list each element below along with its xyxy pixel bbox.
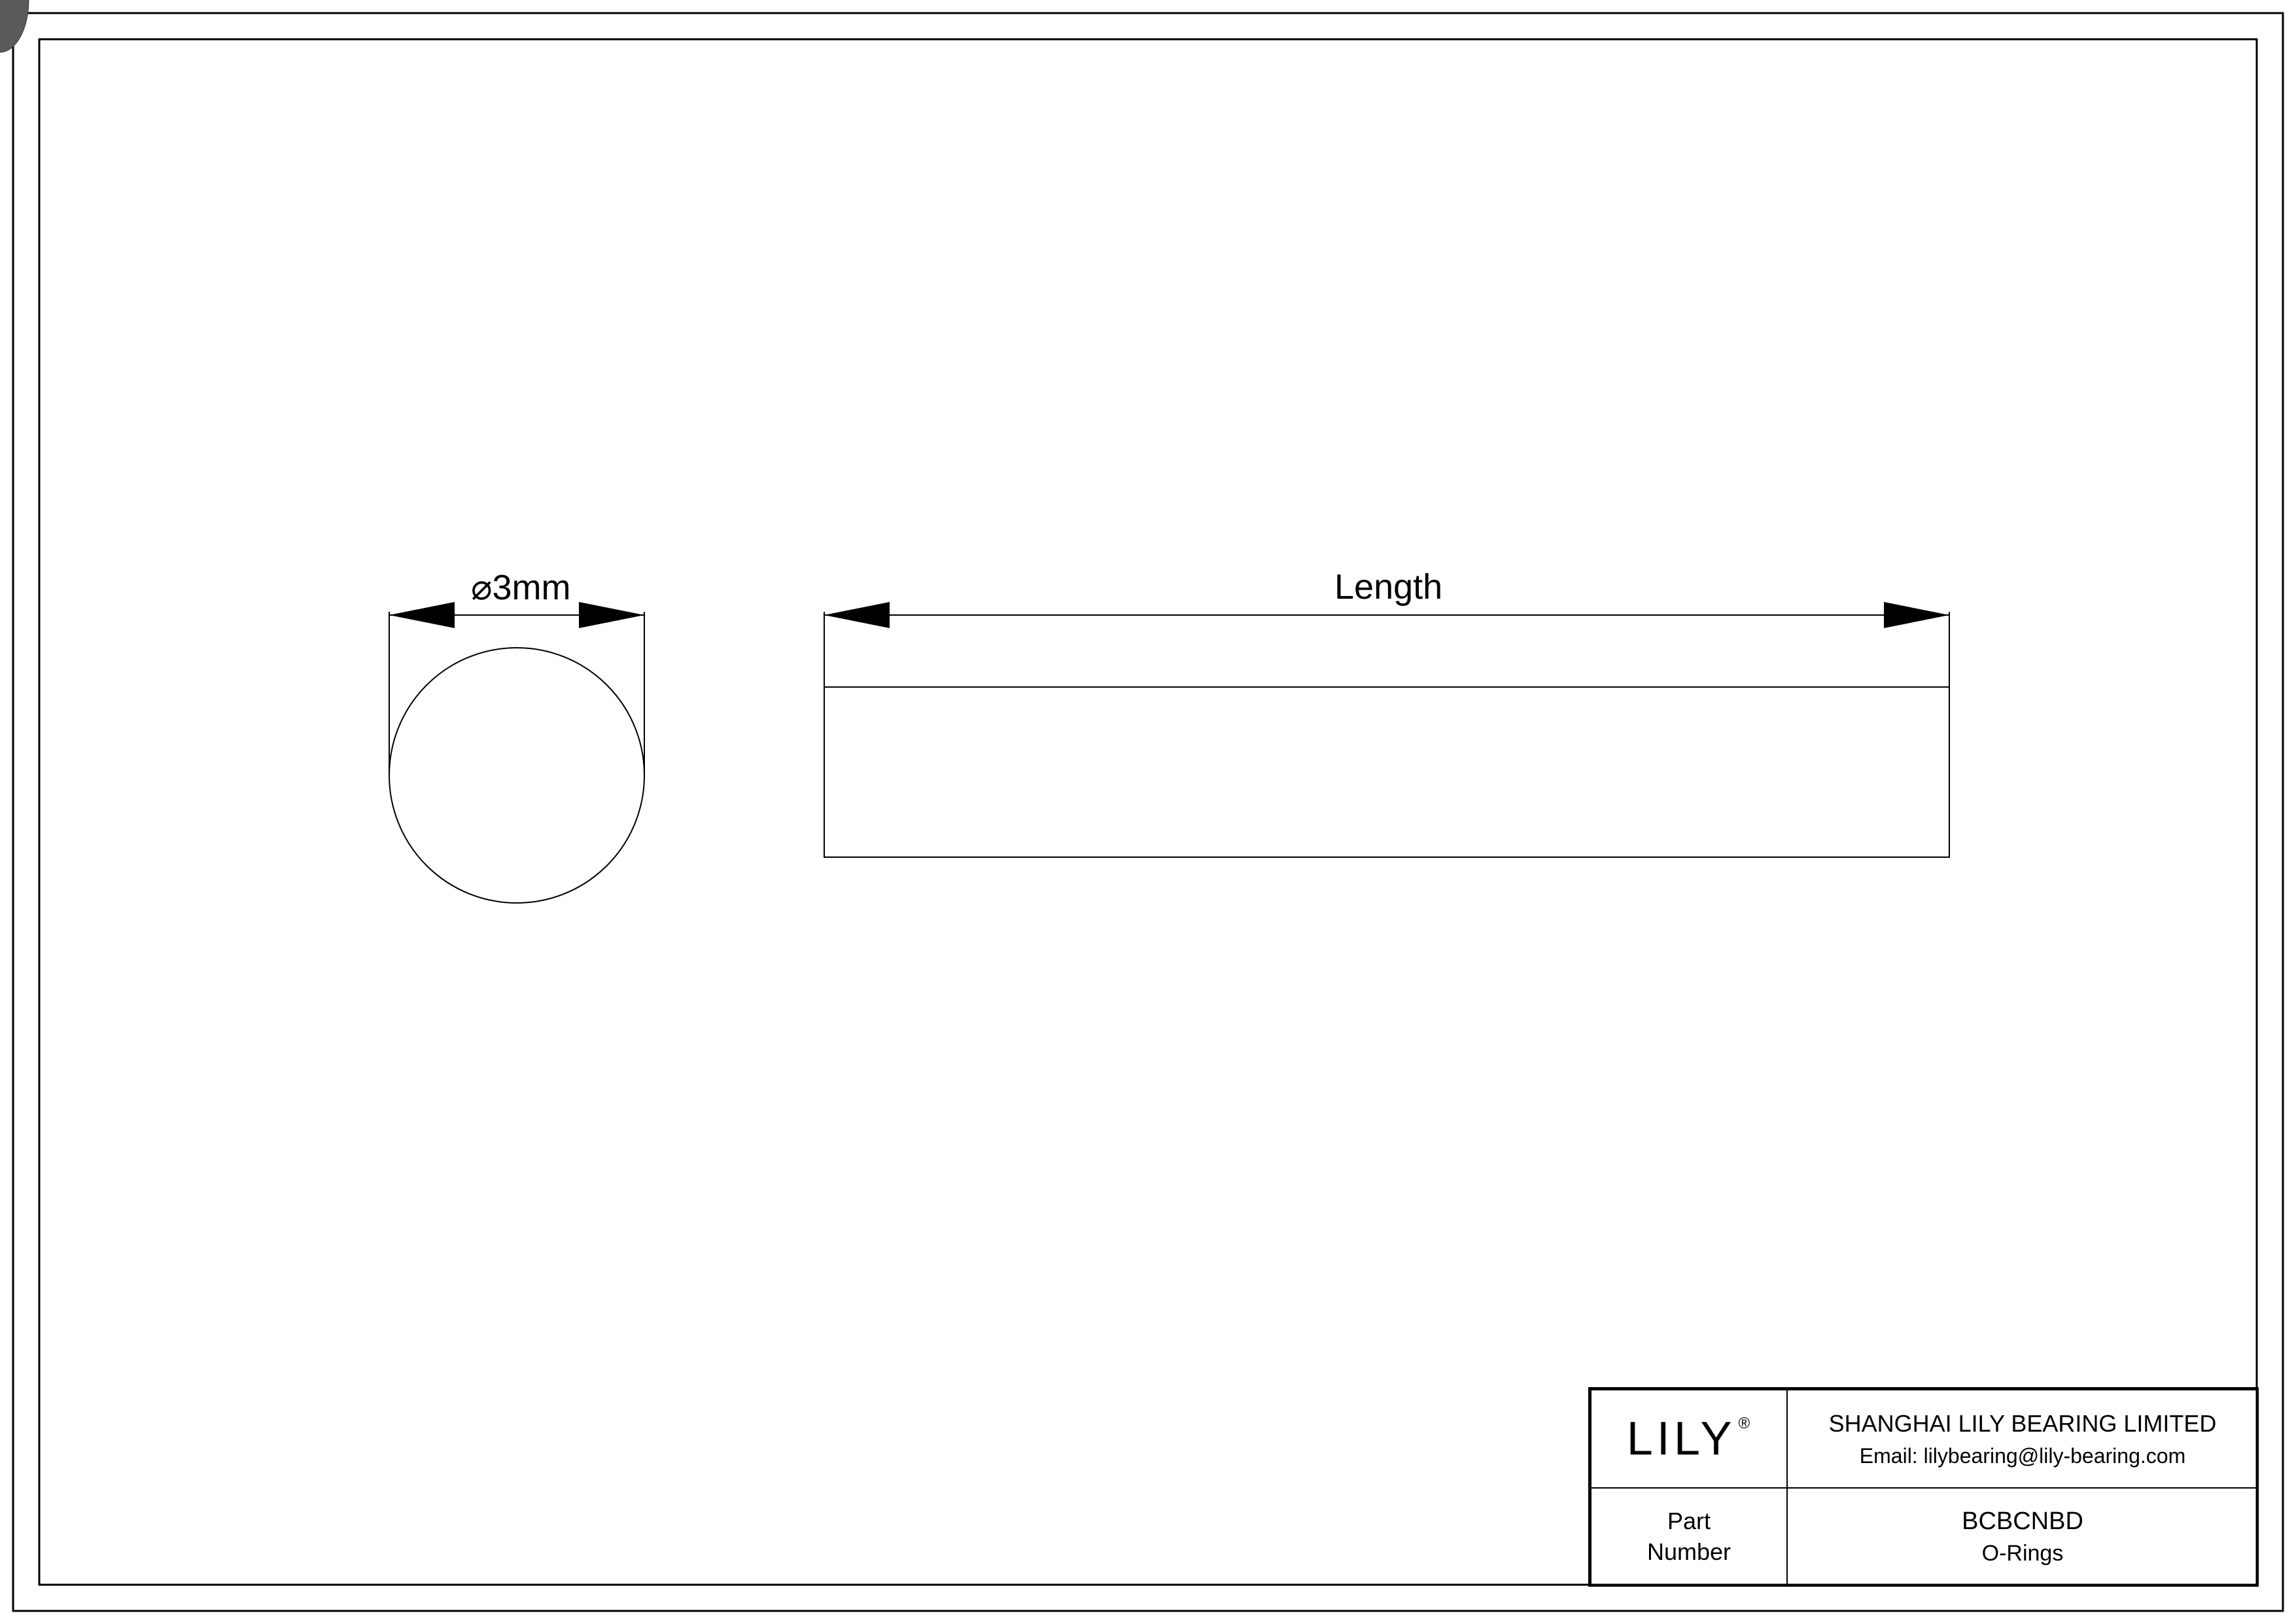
length-dimension — [824, 612, 1949, 687]
title-block-table: LILY® SHANGHAI LILY BEARING LIMITED Emai… — [1590, 1389, 2259, 1587]
part-number-value: BCBCNBD — [1801, 1508, 2244, 1536]
inner-border — [39, 39, 2257, 1585]
part-number-value-cell: BCBCNBD O-Rings — [1787, 1488, 2258, 1586]
part-number-label: Part Number — [1605, 1506, 1773, 1568]
company-email: Email: lilybearing@lily-bearing.com — [1801, 1444, 2244, 1468]
drawing-svg — [0, 0, 2296, 1624]
company-logo: LILY® — [1627, 1412, 1751, 1466]
drawing-sheet: ⌀3mm Length LILY® SHANGHAI LILY BEARING … — [0, 0, 2296, 1624]
part-number-label-cell: Part Number — [1591, 1488, 1787, 1586]
diameter-label: ⌀3mm — [471, 567, 571, 608]
title-block: LILY® SHANGHAI LILY BEARING LIMITED Emai… — [1588, 1387, 2259, 1587]
logo-cell: LILY® — [1591, 1390, 1787, 1488]
length-label: Length — [1334, 567, 1442, 607]
side-rectangle — [824, 687, 1949, 857]
company-name: SHANGHAI LILY BEARING LIMITED — [1801, 1410, 2244, 1438]
logo-text: LILY — [1627, 1413, 1736, 1465]
pn-label-line2: Number — [1647, 1538, 1731, 1565]
part-description: O-Rings — [1801, 1541, 2244, 1566]
section-circle — [389, 648, 644, 903]
pn-label-line1: Part — [1667, 1508, 1711, 1534]
iso-rod-view — [0, 0, 29, 52]
company-cell: SHANGHAI LILY BEARING LIMITED Email: lil… — [1787, 1390, 2258, 1488]
registered-icon: ® — [1739, 1415, 1754, 1432]
outer-border — [13, 13, 2283, 1611]
diameter-dimension — [389, 612, 644, 775]
